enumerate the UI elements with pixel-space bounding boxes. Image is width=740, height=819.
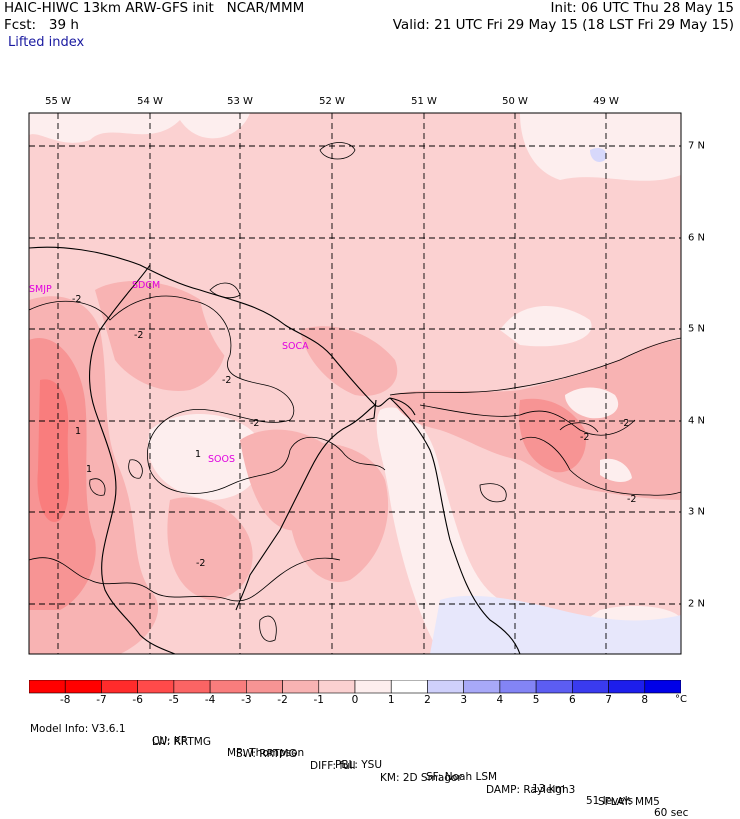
colorbar-swatch (390, 680, 428, 694)
contour-label: 1 (75, 426, 81, 437)
colorbar-tick-label: -3 (241, 694, 252, 706)
contour-label: -2 (627, 494, 636, 505)
model-title: HAIC-HIWC 13km ARW-GFS init NCAR/MMM (4, 0, 305, 16)
colorbar-swatch (572, 680, 609, 694)
footer-model-info: Model Info: V3.6.1 (30, 723, 126, 735)
field-shade (600, 458, 632, 482)
station-label: SDCM (132, 280, 160, 291)
field-shade (290, 443, 389, 582)
contour-label: -2 (196, 558, 205, 569)
colorbar-swatch (463, 680, 501, 694)
colorbar-tick-label: -2 (277, 694, 288, 706)
field-shade (95, 281, 226, 391)
lon-label: 54 W (137, 96, 163, 107)
colorbar-swatch (246, 680, 283, 694)
field-shade (520, 113, 681, 181)
colorbar-tick-label: 5 (532, 694, 540, 706)
footer-diff: DIFF: full (310, 760, 356, 772)
field-shade (167, 497, 253, 600)
colorbar-swatch (535, 680, 573, 694)
colorbar-swatch (209, 680, 247, 694)
colorbar-swatch (318, 680, 356, 694)
field-name: Lifted index (8, 35, 85, 50)
map-frame (28, 112, 682, 655)
colorbar-tick-label: -4 (204, 694, 216, 706)
colorbar-swatch (29, 680, 66, 694)
colorbar-swatch (101, 680, 138, 694)
field-shade (200, 296, 309, 385)
colorbar-tick-label: 8 (641, 694, 649, 706)
colorbar-tick-label: -6 (132, 694, 143, 706)
lon-label: 49 W (593, 96, 619, 107)
contour-label: 1 (86, 464, 92, 475)
lon-label: 52 W (319, 96, 345, 107)
colorbar-swatch (427, 680, 464, 694)
colorbar-tick-label: 4 (496, 694, 504, 706)
colorbar-swatch (137, 680, 175, 694)
lon-label: 53 W (227, 96, 253, 107)
colorbar-swatch (282, 680, 320, 694)
footer-row-2: LW: RRTMG SW: RRTMG DIFF: full KM: 2D Sm… (0, 724, 740, 808)
field-shade (565, 387, 619, 419)
station-label: SOOS (208, 454, 235, 465)
colorbar-swatch (64, 680, 102, 694)
footer-sflay: SFLAY: MM5 (598, 796, 660, 808)
contour-label: -2 (620, 418, 629, 429)
contour-label: -2 (134, 330, 143, 341)
lat-label: 5 N (688, 323, 706, 335)
colorbar-swatch (499, 680, 537, 694)
colorbar-swatch (608, 680, 646, 694)
forecast-hour: Fcst: 39 h (4, 17, 79, 33)
colorbar-tick-label: 0 (351, 694, 359, 706)
colorbar-tick-label: -8 (59, 694, 71, 706)
lifted-index-map: SMJP SOCA SDCM SOOS -2 -2 -2 -2 -2 -2 -2… (28, 112, 682, 655)
colorbar-tick-label: 7 (605, 694, 612, 706)
colorbar-tick-label: 3 (460, 694, 467, 706)
footer-km: KM: 2D Smagor (380, 772, 462, 784)
colorbar-tick-label: -1 (313, 694, 325, 706)
lat-label: 4 N (688, 415, 706, 427)
lon-label: 50 W (502, 96, 528, 107)
footer-sw: SW: RRTMG (236, 748, 297, 760)
colorbar (29, 680, 681, 694)
colorbar-swatch (173, 680, 211, 694)
colorbar-tick-label: -7 (96, 694, 107, 706)
footer-damp: DAMP: Rayleigh3 (486, 784, 576, 796)
field-shade (300, 326, 398, 396)
graticule (29, 113, 681, 654)
lat-label: 7 N (688, 140, 706, 152)
contour-label: -2 (72, 294, 81, 305)
station-label: SMJP (29, 284, 52, 295)
colorbar-tick-label: 6 (568, 694, 576, 706)
footer-lw: LW: RRTMG (152, 736, 211, 748)
contour-label: -2 (222, 375, 231, 386)
field-shade (430, 595, 681, 654)
field-shade (148, 413, 263, 500)
lon-label: 51 W (411, 96, 437, 107)
colorbar-swatch (354, 680, 392, 694)
lat-label: 6 N (688, 232, 706, 244)
colorbar-swatch (644, 680, 681, 694)
colorbar-tick-label: -5 (168, 694, 180, 706)
colorbar-unit: °C (675, 694, 687, 705)
colorbar-tick-label: 2 (424, 694, 431, 706)
field-shade (500, 306, 592, 347)
footer-timestep: 60 sec (654, 807, 689, 819)
valid-time: Valid: 21 UTC Fri 29 May 15 (18 LST Fri … (392, 17, 734, 33)
station-label: SOCA (282, 341, 309, 352)
lat-label: 2 N (688, 598, 706, 610)
contour-label: -2 (580, 432, 589, 443)
field-shade (519, 398, 586, 473)
contour-label: 1 (195, 449, 201, 460)
field-shade (29, 113, 250, 143)
field-shade (37, 379, 69, 522)
field-shade (590, 148, 607, 162)
field-shade (376, 407, 681, 654)
contour-lines (29, 142, 681, 642)
init-time: Init: 06 UTC Thu 28 May 15 (550, 0, 734, 16)
contour-label: -2 (250, 418, 259, 429)
lon-label: 55 W (45, 96, 71, 107)
lat-label: 3 N (688, 506, 706, 518)
colorbar-tick-label: 1 (387, 694, 395, 706)
